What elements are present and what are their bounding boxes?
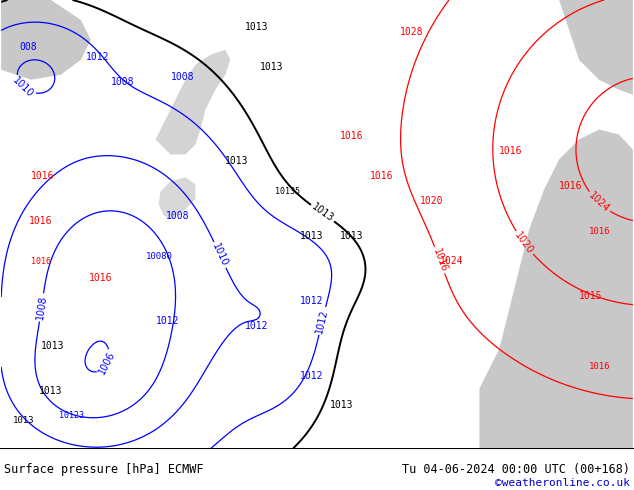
Text: 1016: 1016 — [340, 131, 363, 142]
Text: 1013: 1013 — [13, 416, 35, 425]
Point — [0, 486, 5, 490]
Text: 1006: 1006 — [97, 350, 117, 376]
Text: 1016: 1016 — [89, 273, 112, 283]
Text: 1008: 1008 — [165, 211, 189, 221]
Text: ©weatheronline.co.uk: ©weatheronline.co.uk — [495, 477, 630, 488]
Text: 1012: 1012 — [86, 52, 109, 62]
Text: 1012: 1012 — [314, 308, 330, 334]
Text: 10080: 10080 — [146, 252, 172, 261]
Polygon shape — [155, 50, 230, 154]
Text: 1012: 1012 — [300, 296, 323, 306]
Text: 1024: 1024 — [586, 190, 611, 215]
Text: 1013: 1013 — [245, 22, 269, 32]
Text: 1015: 1015 — [579, 291, 602, 301]
Text: 1016: 1016 — [31, 172, 55, 181]
Text: 1008: 1008 — [35, 294, 48, 320]
Polygon shape — [559, 0, 633, 95]
Text: 1024: 1024 — [439, 256, 463, 266]
Text: 008: 008 — [19, 42, 37, 52]
Polygon shape — [1, 0, 91, 80]
Point — [0, 486, 4, 490]
Text: 10135: 10135 — [275, 187, 300, 196]
Text: 1010: 1010 — [210, 242, 230, 268]
Text: 1012: 1012 — [245, 321, 269, 331]
Text: 1013: 1013 — [300, 231, 323, 241]
Polygon shape — [158, 177, 195, 219]
Text: 1016: 1016 — [29, 216, 53, 226]
Polygon shape — [1, 0, 61, 45]
Text: 1008: 1008 — [171, 72, 194, 82]
Text: Tu 04-06-2024 00:00 UTC (00+168): Tu 04-06-2024 00:00 UTC (00+168) — [402, 463, 630, 476]
Text: 1010: 1010 — [11, 75, 36, 99]
Text: 1016: 1016 — [370, 172, 393, 181]
Text: 1012: 1012 — [300, 370, 323, 381]
Text: 1016: 1016 — [589, 227, 611, 236]
Text: 1016: 1016 — [500, 147, 523, 156]
Text: 1028: 1028 — [399, 27, 424, 37]
Text: 10123: 10123 — [59, 412, 84, 420]
Text: 1013: 1013 — [260, 62, 283, 72]
Text: Surface pressure [hPa] ECMWF: Surface pressure [hPa] ECMWF — [4, 463, 204, 476]
Text: 1016: 1016 — [31, 257, 51, 266]
Polygon shape — [479, 129, 633, 448]
Text: 1020: 1020 — [420, 196, 443, 206]
Text: 1012: 1012 — [155, 316, 179, 326]
Text: 1013: 1013 — [309, 202, 335, 224]
Text: 1013: 1013 — [340, 231, 363, 241]
Text: 1016: 1016 — [559, 181, 583, 191]
Text: 1016: 1016 — [430, 247, 449, 273]
Text: 1013: 1013 — [41, 341, 65, 351]
Text: 1013: 1013 — [330, 400, 353, 411]
Text: 1013: 1013 — [39, 386, 63, 395]
Text: 1020: 1020 — [513, 230, 536, 256]
Text: 1008: 1008 — [111, 77, 134, 87]
Text: 1013: 1013 — [225, 156, 249, 167]
Text: 1016: 1016 — [589, 362, 611, 370]
